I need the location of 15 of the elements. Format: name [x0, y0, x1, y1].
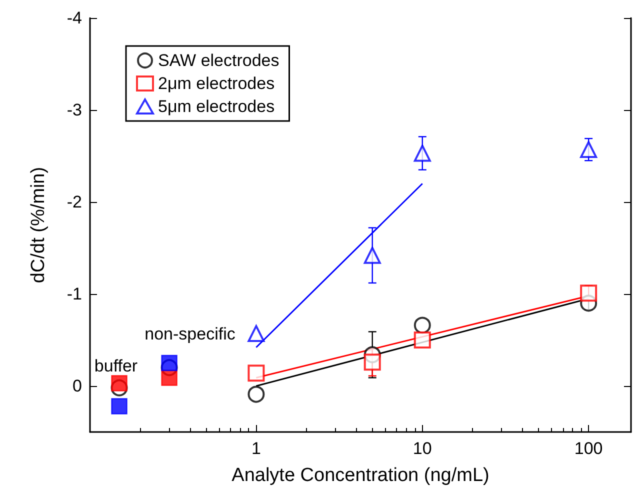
y-tick-label: -4 — [66, 8, 82, 28]
x-tick-label: 1 — [251, 439, 261, 458]
y-tick-label: -2 — [66, 192, 82, 212]
x-tick-label: 10 — [412, 439, 432, 458]
x-axis-title: Analyte Concentration (ng/mL) — [232, 465, 490, 486]
annotation: non-specific — [144, 324, 236, 344]
legend-label: 2μm electrodes — [158, 74, 275, 93]
legend-label: SAW electrodes — [158, 51, 280, 70]
legend-label: 5μm electrodes — [158, 97, 275, 116]
annotation: buffer — [94, 356, 138, 376]
y-tick-label: 0 — [72, 376, 82, 396]
y-tick-label: -3 — [66, 100, 82, 120]
x-tick-label: 100 — [574, 439, 603, 458]
y-axis-title: dC/dt (%/min) — [28, 166, 49, 284]
y-tick-label: -1 — [66, 284, 82, 304]
